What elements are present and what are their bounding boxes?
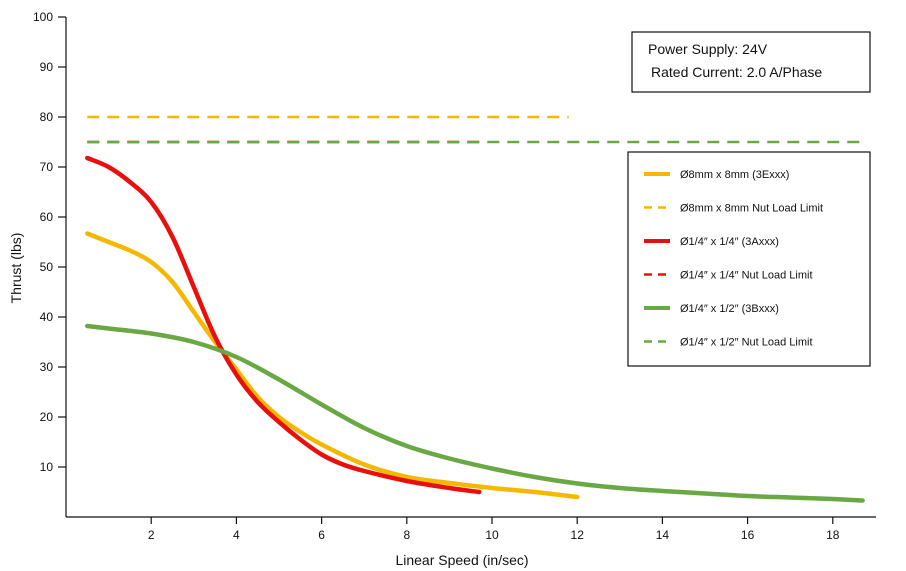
info-line-2: Rated Current: 2.0 A/Phase — [651, 64, 822, 80]
x-tick-label: 2 — [148, 528, 155, 542]
series-layer — [85, 115, 865, 503]
x-tick-label: 6 — [318, 528, 325, 542]
x-axis-title: Linear Speed (in/sec) — [395, 552, 528, 568]
x-tick-label: 12 — [571, 528, 585, 542]
y-tick-label: 20 — [40, 410, 54, 424]
legend: Ø8mm x 8mm (3Exxx) Ø8mm x 8mm Nut Load Li… — [627, 151, 871, 367]
series-line-2 — [85, 155, 482, 495]
y-tick-label: 10 — [40, 460, 54, 474]
y-tick-label: 70 — [40, 160, 54, 174]
y-axis-title: Thrust (lbs) — [8, 233, 24, 304]
legend-label-2: Ø1/4″ x 1/4″ (3Axxx) — [680, 236, 779, 248]
x-tick-label: 18 — [826, 528, 840, 542]
series-line-4 — [85, 323, 865, 503]
legend-label-5: Ø1/4″ x 1/2″ Nut Load Limit — [680, 337, 813, 349]
info-box: Power Supply: 24V Rated Current: 2.0 A/P… — [631, 31, 871, 93]
y-tick-label: 60 — [40, 210, 54, 224]
x-tick-label: 4 — [233, 528, 240, 542]
series-line-0 — [85, 231, 580, 500]
y-tick-label: 30 — [40, 360, 54, 374]
x-tick-label: 8 — [403, 528, 410, 542]
y-tick-label: 40 — [40, 310, 54, 324]
legend-label-1: Ø8mm x 8mm Nut Load Limit — [680, 203, 823, 215]
axes-layer: 10 20 30 40 50 60 70 80 90 100 2 4 6 8 10 12 14 16 18 — [33, 10, 876, 542]
x-tick-label: 16 — [741, 528, 755, 542]
legend-label-3: Ø1/4″ x 1/4″ Nut Load Limit — [680, 270, 813, 282]
x-tick-label: 14 — [656, 528, 670, 542]
legend-label-0: Ø8mm x 8mm (3Exxx) — [680, 169, 789, 181]
legend-frame — [627, 151, 871, 367]
legend-label-4: Ø1/4″ x 1/2″ (3Bxxx) — [680, 303, 779, 315]
y-tick-label: 90 — [40, 60, 54, 74]
y-tick-label: 80 — [40, 110, 54, 124]
info-box-frame — [631, 31, 871, 93]
info-line-1: Power Supply: 24V — [648, 41, 768, 57]
y-tick-label: 50 — [40, 260, 54, 274]
y-tick-label: 100 — [33, 10, 53, 24]
x-tick-label: 10 — [485, 528, 499, 542]
